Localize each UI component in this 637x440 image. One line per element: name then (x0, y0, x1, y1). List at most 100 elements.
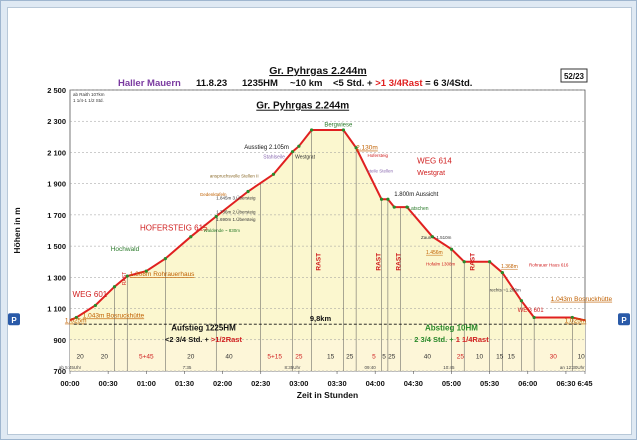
ascent-rast: >1/2Rast (211, 335, 243, 344)
segment-time-label: 15 (327, 353, 335, 360)
segment-time-label: 10 (476, 353, 484, 360)
profile-annotation: RAST (122, 272, 128, 285)
profile-annotation: steile Stellen (368, 169, 394, 174)
y-axis-label: Höhen in m (12, 207, 22, 254)
segment-time-label: 25 (295, 353, 303, 360)
profile-annotation: anspruchsvolle Stellen II (210, 173, 259, 178)
profile-annotation: Bergwiese (324, 123, 353, 129)
waypoint-marker (386, 197, 390, 201)
segment-time-label: 20 (77, 353, 85, 360)
profile-annotation: 2.130m (356, 145, 378, 152)
segment-time-label: 40 (424, 353, 432, 360)
header-hm: 1235HM (242, 78, 278, 89)
waypoint-marker (310, 128, 314, 132)
x-axis-label: Zeit in Stunden (297, 390, 358, 400)
header-time-line: <5 Std. + >1 3/4Rast = 6 3/4Std. (333, 78, 472, 89)
y-tick-label: 2 300 (47, 117, 66, 126)
waypoint-marker (112, 285, 117, 289)
segment-time-label: 5 (382, 353, 386, 360)
x-tick-label: 04:30 (404, 379, 423, 388)
waypoint-marker (532, 315, 536, 320)
clock-time-label: ab 5:45Uhr (59, 365, 82, 370)
profile-annotation: 1.043m Bosruckhütte (83, 312, 145, 319)
waypoint-marker (488, 260, 492, 264)
waypoint-marker (144, 269, 148, 273)
waypoint-marker (392, 205, 396, 209)
header-time-prefix: <5 Std. + (333, 78, 375, 89)
profile-annotation: 1.690m 1.Übersteig (216, 216, 256, 222)
x-tick-label: 02:00 (213, 379, 232, 388)
waypoint-marker (271, 172, 276, 176)
waypoint-marker (519, 299, 524, 303)
waypoint-marker (163, 257, 167, 261)
parking-icon (618, 313, 630, 326)
rast-label: RAST (469, 253, 476, 271)
y-tick-label: 1 500 (47, 242, 66, 251)
profile-annotation: 1.456m (426, 250, 443, 256)
profile-annotation: 1.308m Rohrauerhaus (130, 271, 195, 278)
x-tick-label: 6:45 (577, 379, 592, 388)
x-tick-label: 04:00 (366, 379, 385, 388)
profile-annotation: 1.736m 2.Übersteig (216, 208, 256, 214)
profile-annotation: Westgrat (417, 170, 445, 177)
x-tick-label: 02:30 (251, 379, 270, 388)
segment-time-label: 5 (372, 353, 376, 360)
parking-label: P (621, 316, 627, 325)
header-date: 11.8.23 (196, 78, 227, 89)
clock-time-label: 09:40 (364, 365, 376, 370)
waypoint-marker (379, 197, 384, 201)
x-tick-label: 00:30 (99, 379, 118, 388)
y-tick-label: 1 700 (47, 211, 66, 220)
clock-time-label: an 12:30Uhr (560, 365, 585, 370)
profile-annotation: 1.025m (565, 318, 587, 325)
segment-time-label: 10 (578, 353, 586, 360)
x-tick-label: 01:00 (137, 379, 156, 388)
profile-annotation: 1.800m Aussicht (394, 192, 438, 198)
profile-annotation: WEG 601 (518, 308, 545, 314)
parking-icon (8, 313, 20, 326)
profile-annotation: Hofersteig (368, 153, 389, 158)
waypoint-marker (189, 235, 193, 239)
page-number: 52/23 (564, 72, 585, 81)
waypoint-marker (297, 144, 301, 148)
segment-time-label: 15 (496, 353, 504, 360)
profile-annotation: Westgrat (295, 155, 316, 161)
waypoint-marker (125, 274, 129, 278)
profile-annotation: Hofalm 1308m (426, 262, 456, 267)
header-group: Haller Mauern (118, 78, 181, 89)
x-tick-label: 06:00 (518, 379, 537, 388)
profile-annotation: 1.845m 3.Übersteig (216, 194, 256, 200)
waypoint-marker (405, 205, 409, 209)
corner-note: 1 1/4-1 1/2 Std. (73, 98, 104, 103)
profile-annotation: 1.368m (501, 264, 518, 270)
profile-annotation: Stahlseile (263, 155, 285, 161)
rast-label: RAST (396, 253, 403, 271)
waypoint-marker (341, 128, 345, 132)
header-rast: >1 3/4Rast (375, 78, 423, 89)
clock-time-label: 10:45 (443, 365, 455, 370)
profile-annotation: 1.043m Bosruckhütte (551, 296, 613, 303)
corner-note: ab Raith 107km (73, 92, 105, 97)
descent-time-value: 2 3/4 Std. + (414, 335, 455, 344)
y-tick-label: 1 900 (47, 180, 66, 189)
profile-annotation: Hochwald (111, 246, 140, 253)
descent-rast: 1 1/4Rast (456, 335, 489, 344)
x-tick-label: 03:30 (327, 379, 346, 388)
waypoint-marker (74, 315, 78, 320)
parking-label: P (11, 316, 17, 325)
waypoint-marker (500, 271, 504, 275)
profile-annotation: Waldende ~ 830m (204, 228, 241, 233)
page-number-box (560, 68, 588, 83)
x-tick-label: 03:00 (289, 379, 308, 388)
profile-area (70, 130, 585, 371)
rast-label: RAST (375, 253, 382, 271)
profile-annotation: Zaun ~ 1.510m (421, 235, 452, 240)
segment-time-label: 30 (550, 353, 558, 360)
y-tick-label: 1 100 (47, 305, 66, 314)
profile-annotation: Ausstieg 2.105m (244, 145, 289, 151)
waypoint-marker (290, 150, 295, 154)
distance-label: 9,8km (310, 314, 332, 323)
ascent-time: <2 3/4 Std. + >1/2Rast (165, 335, 242, 344)
clock-time-label: 8:35Uhr (285, 365, 302, 370)
profile-annotation: Latschen (408, 206, 429, 212)
